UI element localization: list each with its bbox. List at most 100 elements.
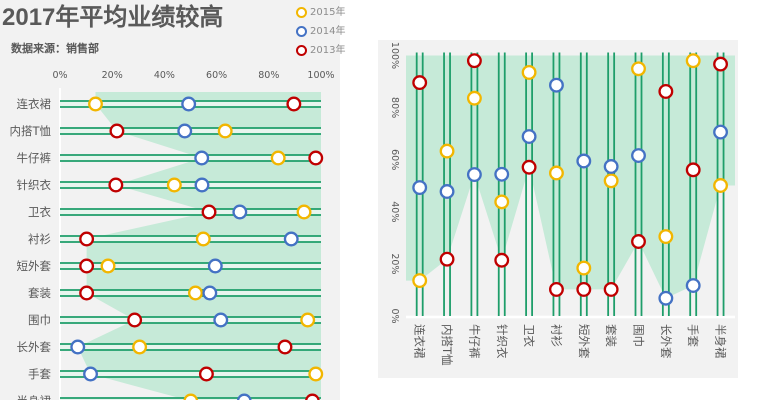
data-point-2013年 — [631, 234, 646, 249]
data-point-2013年 — [79, 285, 95, 301]
category-track — [60, 181, 321, 189]
data-point-2015年 — [713, 178, 729, 193]
category-label: 牛仔裤 — [17, 151, 52, 165]
data-point-2013年 — [308, 150, 324, 166]
category-label: 连衣裙 — [413, 324, 427, 359]
data-point-2014年 — [631, 148, 646, 163]
category-label: 手套 — [28, 367, 51, 381]
data-point-2015年 — [685, 53, 701, 69]
data-point-2015年 — [603, 173, 619, 189]
data-point-2014年 — [202, 285, 218, 301]
right-chart-panel: 0% 20% 40% 60% 80% 100% 连衣裙 内搭T恤 牛仔裤 针织衣 卫衣 衬衫 短外套 套装… — [378, 40, 738, 378]
chart-title: 2017年平均业绩较高 — [2, 4, 224, 31]
data-point-2015年 — [466, 90, 482, 106]
data-point-2015年 — [308, 366, 324, 382]
left-chart-panel: 0% 20% 40% 60% 80% 100% 连衣裙 内搭T恤 牛仔裤 针织衣 卫衣 衬衫 短外套 套装… — [0, 0, 345, 400]
legend-marker-2015 — [296, 7, 307, 18]
category-label: 牛仔裤 — [467, 324, 481, 359]
data-point-2013年 — [685, 162, 701, 178]
data-point-2013年 — [658, 83, 674, 99]
legend-item-2014: 2014年 — [296, 22, 345, 41]
data-point-2014年 — [439, 184, 455, 199]
data-point-2013年 — [108, 177, 124, 193]
data-point-2015年 — [166, 177, 182, 193]
data-point-2013年 — [521, 159, 537, 175]
legend-label: 2014年 — [310, 25, 346, 37]
category-label: 套装 — [28, 286, 51, 300]
y-tick-label: 40% — [389, 201, 400, 222]
category-label: 内搭T恤 — [440, 324, 454, 366]
data-point-2014年 — [521, 129, 537, 144]
x-tick-label: 80% — [258, 70, 279, 81]
data-point-2013年 — [305, 393, 320, 400]
category-track — [60, 343, 321, 351]
data-point-2013年 — [548, 281, 564, 297]
data-point-2015年 — [548, 165, 564, 181]
data-point-2013年 — [277, 339, 293, 355]
data-point-2013年 — [412, 75, 428, 91]
category-label: 卫衣 — [28, 205, 51, 219]
y-tick-label: 100% — [389, 42, 400, 69]
data-point-2014年 — [713, 124, 729, 140]
data-point-2014年 — [494, 166, 510, 182]
data-point-2014年 — [194, 177, 210, 193]
category-track — [60, 370, 321, 378]
data-point-2013年 — [109, 123, 125, 139]
legend-label: 2013年 — [310, 44, 346, 56]
category-label: 针织衣 — [495, 324, 509, 359]
category-label: 长外套 — [659, 324, 673, 359]
data-point-2014年 — [685, 278, 701, 293]
x-tick-label: 40% — [154, 70, 175, 81]
data-point-2014年 — [194, 150, 210, 166]
category-track — [60, 316, 321, 324]
legend: 2015年 2014年 2013年 — [296, 3, 345, 60]
category-track — [60, 154, 321, 162]
category-label: 手套 — [686, 324, 700, 347]
category-label: 衬衫 — [549, 324, 563, 347]
category-track — [60, 262, 321, 270]
data-point-2013年 — [79, 231, 95, 247]
data-point-2015年 — [412, 273, 428, 289]
data-point-2013年 — [198, 366, 214, 382]
data-point-2014年 — [207, 258, 223, 274]
data-point-2014年 — [177, 123, 193, 139]
data-point-2015年 — [576, 260, 592, 276]
category-track — [60, 208, 321, 216]
category-label: 半身裙 — [17, 394, 52, 400]
data-point-2014年 — [232, 204, 248, 220]
data-point-2014年 — [412, 180, 428, 196]
legend-item-2013: 2013年 — [296, 41, 345, 60]
left-chart: 0% 20% 40% 60% 80% 100% 连衣裙内搭T恤牛仔裤针织衣卫衣衬衫短外套套装… — [9, 70, 335, 400]
data-point-2013年 — [286, 96, 302, 112]
data-point-2014年 — [213, 312, 229, 328]
category-label: 套装 — [604, 324, 618, 347]
data-point-2015年 — [183, 393, 199, 400]
category-label: 短外套 — [17, 259, 52, 273]
data-point-2013年 — [79, 258, 95, 274]
unshaded-area — [406, 167, 735, 316]
data-point-2013年 — [603, 281, 619, 297]
legend-marker-2014 — [296, 26, 307, 37]
y-tick-label: 60% — [389, 149, 400, 170]
category-label: 针织衣 — [17, 178, 52, 192]
x-tick-label: 0% — [52, 70, 67, 81]
data-point-2015年 — [494, 194, 510, 210]
right-chart: 0% 20% 40% 60% 80% 100% 连衣裙 内搭T恤 牛仔裤 针织衣 卫衣 衬衫 短外套 套装… — [389, 42, 735, 366]
data-point-2015年 — [658, 229, 674, 244]
data-point-2013年 — [201, 204, 217, 220]
data-point-2015年 — [631, 61, 646, 77]
x-tick-label: 60% — [206, 70, 227, 81]
y-tick-label: 0% — [389, 308, 400, 323]
data-point-2014年 — [658, 290, 674, 306]
data-point-2015年 — [100, 258, 116, 274]
y-tick-label: 80% — [389, 97, 400, 118]
legend-label: 2015年 — [310, 6, 346, 18]
data-point-2013年 — [127, 312, 143, 328]
category-label: 短外套 — [577, 324, 591, 359]
data-point-2014年 — [283, 231, 299, 247]
data-point-2015年 — [132, 339, 148, 355]
data-point-2015年 — [296, 204, 312, 220]
data-point-2013年 — [576, 281, 592, 297]
data-point-2015年 — [195, 231, 211, 247]
legend-item-2015: 2015年 — [296, 3, 345, 22]
